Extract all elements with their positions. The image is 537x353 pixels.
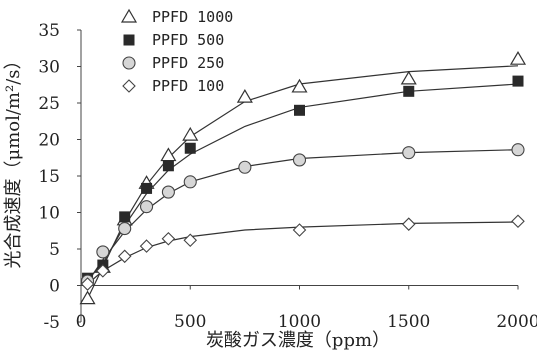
data-point-ppfd-500 xyxy=(403,85,415,97)
legend: PPFD 1000 PPFD 500 PPFD 250 PPFD 100 xyxy=(120,8,233,95)
x-axis-label: 炭酸ガス濃度（ppm） xyxy=(206,330,390,351)
data-point-ppfd-1000 xyxy=(79,290,96,305)
fit-line-ppfd-100 xyxy=(87,221,519,285)
data-point-ppfd-250 xyxy=(118,222,132,236)
markers xyxy=(79,51,527,305)
data-point-ppfd-1000 xyxy=(182,126,199,141)
ticks: -5 0 5 10 15 20 25 30 35 0 500 1000 1500 2000 xyxy=(38,21,537,333)
data-point-ppfd-250 xyxy=(96,245,110,259)
legend-label-ppfd-500: PPFD 500 xyxy=(152,31,224,49)
data-point-ppfd-100 xyxy=(183,233,198,248)
data-point-ppfd-250 xyxy=(292,153,307,167)
fit-line-ppfd-250 xyxy=(87,149,519,283)
legend-marker-ppfd-500 xyxy=(123,34,135,46)
legend-label-ppfd-100: PPFD 100 xyxy=(152,77,224,95)
data-point-ppfd-100 xyxy=(139,239,154,253)
data-point-ppfd-100 xyxy=(401,217,416,231)
data-point-ppfd-250 xyxy=(183,175,197,189)
data-point-ppfd-1000 xyxy=(236,88,253,103)
y-tick-label: 15 xyxy=(38,167,60,187)
x-tick-label: 1500 xyxy=(387,312,430,332)
data-point-ppfd-1000 xyxy=(291,78,308,93)
x-tick-label: 2000 xyxy=(496,312,537,332)
legend-label-ppfd-1000: PPFD 1000 xyxy=(152,8,233,26)
data-point-ppfd-500 xyxy=(294,104,305,116)
data-point-ppfd-250 xyxy=(140,200,154,214)
data-point-ppfd-100 xyxy=(292,223,307,237)
data-point-ppfd-500 xyxy=(141,182,153,194)
data-point-ppfd-1000 xyxy=(400,70,417,85)
data-point-ppfd-100 xyxy=(117,249,132,264)
y-tick-label: 20 xyxy=(38,131,60,151)
data-point-ppfd-500 xyxy=(162,160,174,172)
y-tick-label: 10 xyxy=(38,204,60,224)
x-tick-label: 1000 xyxy=(278,312,321,332)
y-tick-label: 0 xyxy=(49,277,60,297)
data-point-ppfd-100 xyxy=(80,277,95,291)
legend-label-ppfd-250: PPFD 250 xyxy=(152,54,224,72)
y-tick-label: 25 xyxy=(38,94,60,114)
data-point-ppfd-1000 xyxy=(160,147,177,162)
data-point-ppfd-100 xyxy=(161,232,176,246)
data-point-ppfd-250 xyxy=(238,160,252,174)
data-point-ppfd-250 xyxy=(161,185,175,199)
data-point-ppfd-1000 xyxy=(509,51,527,65)
legend-marker-ppfd-100 xyxy=(122,79,136,93)
data-point-ppfd-500 xyxy=(512,75,524,87)
y-tick-label: 30 xyxy=(38,58,60,78)
data-point-ppfd-250 xyxy=(511,143,525,157)
x-tick-label: 500 xyxy=(174,312,206,332)
legend-marker-ppfd-250 xyxy=(122,56,136,70)
fit-line-ppfd-1000 xyxy=(87,65,519,299)
data-point-ppfd-500 xyxy=(119,211,131,223)
y-tick-label: -5 xyxy=(43,313,60,333)
data-point-ppfd-250 xyxy=(402,146,416,160)
fit-line-ppfd-500 xyxy=(87,83,519,281)
y-tick-label: 5 xyxy=(49,240,60,260)
data-point-ppfd-500 xyxy=(184,142,196,154)
data-point-ppfd-100 xyxy=(511,214,525,229)
legend-marker-ppfd-1000 xyxy=(120,8,138,23)
y-tick-label: 35 xyxy=(38,21,60,41)
y-axis-label: 光合成速度（μmol/m²/s） xyxy=(3,51,24,268)
x-tick-label: 0 xyxy=(76,312,87,332)
data-point-ppfd-100 xyxy=(96,264,110,278)
fit-lines xyxy=(87,65,519,299)
